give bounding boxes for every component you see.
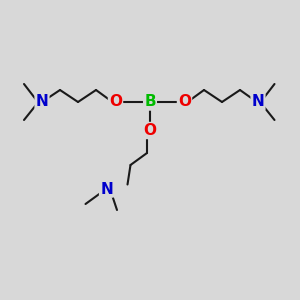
- Text: O: O: [178, 94, 191, 110]
- Text: O: O: [143, 123, 157, 138]
- Text: N: N: [100, 182, 113, 196]
- Text: O: O: [109, 94, 122, 110]
- Text: N: N: [252, 94, 264, 110]
- Text: B: B: [144, 94, 156, 110]
- Text: N: N: [36, 94, 48, 110]
